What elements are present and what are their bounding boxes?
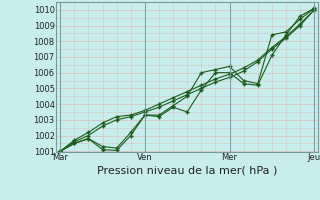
X-axis label: Pression niveau de la mer( hPa ): Pression niveau de la mer( hPa )	[97, 165, 277, 175]
